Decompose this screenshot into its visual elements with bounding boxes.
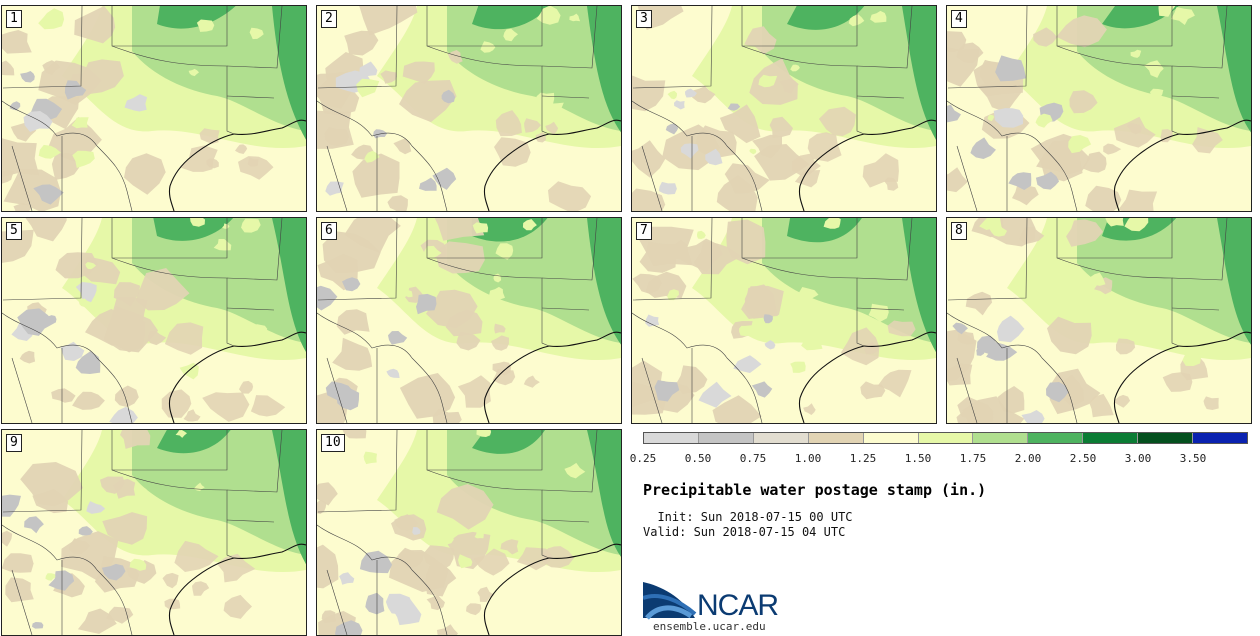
colorbar-tick-label: 2.00 [1014,452,1042,465]
member-number: 6 [321,222,337,240]
ncar-logo-text: NCAR [697,589,779,622]
colorbar-segment [1138,433,1194,443]
colorbar-segment [698,433,754,443]
colorbar [643,432,1248,444]
colorbar-tick-label: 3.50 [1179,452,1207,465]
member-number: 4 [951,10,967,28]
ensemble-member-map: 6 [316,217,622,424]
member-number: 5 [6,222,22,240]
ensemble-member-map: 9 [1,429,307,636]
init-time: Init: Sun 2018-07-15 00 UTC [643,510,853,524]
member-number: 9 [6,434,22,452]
valid-time: Valid: Sun 2018-07-15 04 UTC [643,525,846,539]
website: ensemble.ucar.edu [653,620,766,633]
ensemble-member-map: 1 [1,5,307,212]
member-number: 2 [321,10,337,28]
ncar-logo-icon [643,582,697,620]
colorbar-segment [863,433,919,443]
colorbar-segment [918,433,974,443]
member-number: 3 [636,10,652,28]
member-number: 8 [951,222,967,240]
colorbar-tick-label: 0.50 [684,452,712,465]
ensemble-member-map: 8 [946,217,1252,424]
colorbar-segment [1083,433,1139,443]
ensemble-member-map: 5 [1,217,307,424]
colorbar-tick-label: 0.75 [739,452,767,465]
colorbar-ticks: 0.25 0.50 0.75 1.00 1.25 1.50 1.75 2.00 2.50 3.00… [0,452,1260,466]
ensemble-member-map: 7 [631,217,937,424]
colorbar-segment [753,433,809,443]
colorbar-segment [644,433,699,443]
colorbar-tick-label: 1.00 [794,452,822,465]
colorbar-tick-label: 1.50 [904,452,932,465]
ensemble-member-map: 2 [316,5,622,212]
ensemble-member-map: 10 [316,429,622,636]
member-number: 7 [636,222,652,240]
figure-title: Precipitable water postage stamp (in.) [643,481,987,499]
ensemble-member-map: 3 [631,5,937,212]
colorbar-tick-label: 1.75 [959,452,987,465]
member-number: 10 [321,434,345,452]
colorbar-segment [1028,433,1084,443]
colorbar-segment [973,433,1029,443]
colorbar-tick-label: 0.25 [629,452,657,465]
colorbar-segment [808,433,864,443]
colorbar-tick-label: 3.00 [1124,452,1152,465]
member-number: 1 [6,10,22,28]
colorbar-tick-label: 1.25 [849,452,877,465]
colorbar-segment [1193,433,1247,443]
colorbar-tick-label: 2.50 [1069,452,1097,465]
ensemble-member-map: 4 [946,5,1252,212]
